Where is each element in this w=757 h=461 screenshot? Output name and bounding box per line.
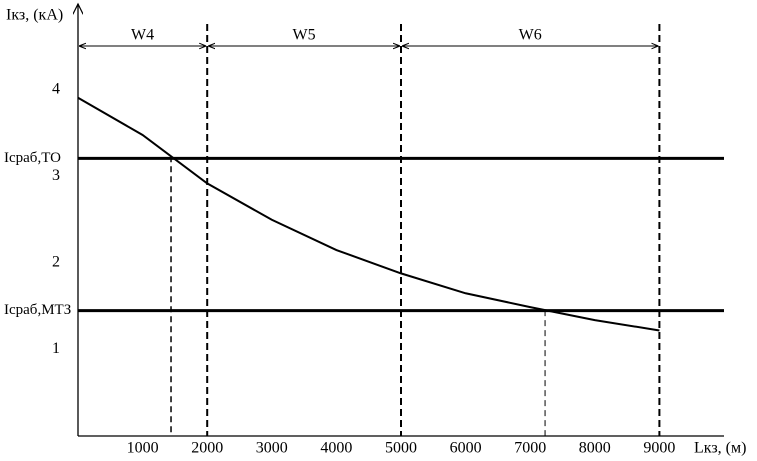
x-tick-label: 7000 [514,440,546,457]
threshold-label: Iсраб,ТО [4,150,61,166]
y-tick-label: 1 [52,340,60,357]
x-tick-label: 6000 [450,440,482,457]
x-tick-label: 5000 [385,440,417,457]
x-tick-label: 4000 [320,440,352,457]
x-tick-label: 2000 [191,440,223,457]
y-tick-label: 4 [52,81,60,98]
section-label: W6 [519,27,542,44]
y-tick-label: 2 [52,254,60,271]
x-axis-label: Lкз, (м) [694,440,746,457]
y-axis-label: Iкз, (кА) [6,7,63,24]
section-label: W5 [293,27,316,44]
x-tick-label: 1000 [127,440,159,457]
curve [77,96,660,332]
x-tick-label: 9000 [643,440,675,457]
y-tick-label: 3 [52,167,60,184]
x-tick-label: 3000 [256,440,288,457]
threshold-label: Iсраб,МТЗ [4,302,71,318]
x-tick-label: 8000 [579,440,611,457]
section-label: W4 [131,27,154,44]
